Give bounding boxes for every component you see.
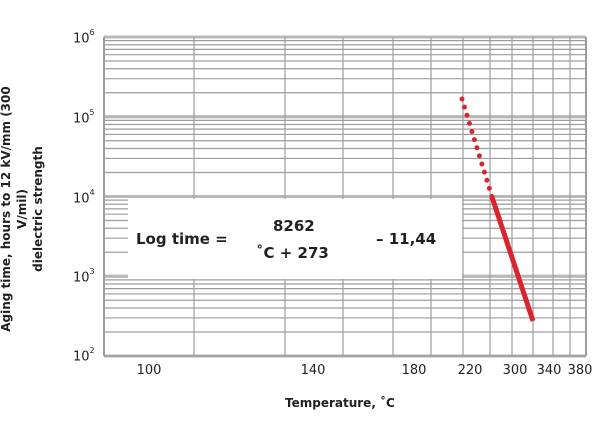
x-axis-title: Temperature, ˚C: [285, 396, 395, 410]
extrapolated-aging-line: [459, 96, 495, 200]
equation-box: Log time = 8262 ˚C + 273 – 11,44: [128, 199, 462, 279]
y-tick-1e3: 103: [73, 267, 95, 286]
x-tick-100: 100: [136, 363, 162, 378]
measured-aging-line: [489, 196, 536, 322]
y-axis-title: Aging time, hours to 12 kV/mm (300 V/mil…: [0, 69, 46, 349]
equation-left: Log time =: [136, 230, 228, 248]
x-tick-300: 300: [502, 363, 528, 378]
vertical-gridlines: [193, 37, 587, 356]
x-tick-340: 340: [536, 363, 562, 378]
y-tick-1e5: 105: [73, 108, 95, 127]
x-tick-220: 220: [457, 363, 483, 378]
equation-denominator: ˚C + 273: [256, 244, 329, 262]
horizontal-gridlines: [104, 35, 586, 358]
x-tick-180: 180: [401, 363, 427, 378]
y-tick-1e6: 106: [73, 28, 95, 47]
y-tick-1e4: 104: [73, 188, 95, 207]
equation-constant: – 11,44: [376, 230, 437, 248]
y-axis-title-line1: Aging time, hours to 12 kV/mm (300 V/mil…: [0, 86, 29, 332]
x-tick-140: 140: [300, 363, 326, 378]
x-tick-380: 380: [567, 363, 593, 378]
equation-numerator: 8262: [273, 217, 315, 235]
y-axis-title-line2: dielectric strength: [31, 146, 45, 272]
y-tick-1e2: 102: [73, 346, 95, 365]
